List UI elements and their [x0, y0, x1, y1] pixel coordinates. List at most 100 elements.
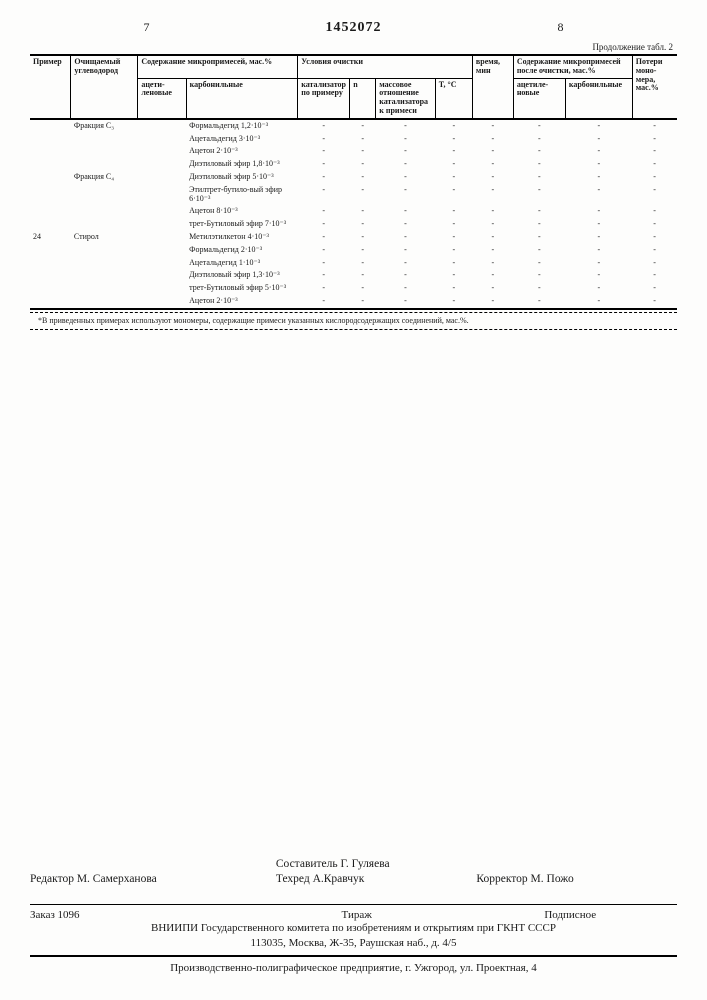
table-cell: Диэтиловый эфир 5·10⁻³	[186, 171, 298, 184]
table-cell: -	[350, 231, 376, 244]
col-temp: T, °C	[435, 78, 472, 119]
compiler: Составитель Г. Гуляева	[276, 857, 477, 873]
table-cell: -	[435, 171, 472, 184]
table-cell: -	[376, 119, 435, 133]
col-hydrocarbon: Очищаемый углеводород	[71, 55, 138, 119]
table-row: Ацетон 8·10⁻³--------	[30, 205, 677, 218]
col-acetylene-before: ацети-леновые	[138, 78, 186, 119]
table-body: Фракция C₃Формальдегид 1,2·10⁻³--------А…	[30, 119, 677, 309]
table-cell	[138, 282, 186, 295]
table-cell: -	[472, 282, 513, 295]
table-cell	[30, 295, 71, 309]
table-cell: -	[298, 218, 350, 231]
table-cell	[30, 145, 71, 158]
table-cell: Диэтиловый эфир 1,8·10⁻³	[186, 158, 298, 171]
techred: Техред А.Кравчук	[276, 872, 477, 888]
table-cell	[71, 133, 138, 146]
page-number-left: 7	[30, 20, 263, 35]
table-cell	[30, 257, 71, 270]
table-cell: Ацетон 2·10⁻³	[186, 295, 298, 309]
table-cell: -	[472, 158, 513, 171]
table-cell: -	[565, 218, 632, 231]
tirage: Тираж	[250, 909, 464, 921]
table-cell	[71, 184, 138, 206]
table-cell	[30, 184, 71, 206]
table-cell	[138, 158, 186, 171]
institution-line2: 113035, Москва, Ж-35, Раушская наб., д. …	[30, 936, 677, 951]
table-cell: -	[376, 133, 435, 146]
table-cell: -	[298, 205, 350, 218]
table-cell: -	[350, 295, 376, 309]
table-cell: -	[298, 269, 350, 282]
table-cell: -	[350, 171, 376, 184]
table-cell	[30, 158, 71, 171]
table-cell: -	[513, 119, 565, 133]
table-cell	[138, 269, 186, 282]
table-cell	[71, 269, 138, 282]
table-cell: -	[298, 133, 350, 146]
data-table: Пример Очищаемый углеводород Содержание …	[30, 54, 677, 310]
col-catalyst: катализатор по примеру	[298, 78, 350, 119]
table-cell: -	[376, 218, 435, 231]
table-cell: -	[376, 145, 435, 158]
table-cell: -	[298, 244, 350, 257]
table-cell: -	[565, 244, 632, 257]
table-row: трет-Бутиловый эфир 5·10⁻³--------	[30, 282, 677, 295]
table-cell	[71, 218, 138, 231]
table-cell: Ацетальдегид 1·10⁻³	[186, 257, 298, 270]
col-carbonyl-before: карбонильные	[186, 78, 298, 119]
table-cell: -	[632, 244, 677, 257]
table-cell: -	[513, 171, 565, 184]
table-cell	[30, 133, 71, 146]
table-row: Фракция C₃Формальдегид 1,2·10⁻³--------	[30, 119, 677, 133]
table-row: Диэтиловый эфир 1,3·10⁻³--------	[30, 269, 677, 282]
table-cell	[138, 231, 186, 244]
table-cell: -	[513, 269, 565, 282]
table-cell: -	[513, 158, 565, 171]
table-cell: -	[435, 133, 472, 146]
table-cell: -	[632, 119, 677, 133]
table-cell: -	[376, 295, 435, 309]
table-cell: -	[565, 158, 632, 171]
table-cell: -	[298, 119, 350, 133]
table-cell: -	[472, 269, 513, 282]
table-cell: -	[350, 257, 376, 270]
table-cell: -	[350, 282, 376, 295]
col-time: время, мин	[472, 55, 513, 119]
table-row: Ацетальдегид 1·10⁻³--------	[30, 257, 677, 270]
table-cell	[71, 158, 138, 171]
table-cell: -	[350, 218, 376, 231]
table-cell: -	[632, 158, 677, 171]
table-cell: -	[472, 218, 513, 231]
table-cell	[138, 119, 186, 133]
table-cell: -	[298, 282, 350, 295]
table-cell: -	[298, 145, 350, 158]
table-cell: -	[565, 145, 632, 158]
table-cell: -	[376, 184, 435, 206]
table-cell: -	[298, 257, 350, 270]
table-cell: -	[513, 133, 565, 146]
table-cell: -	[472, 184, 513, 206]
table-cell: -	[513, 231, 565, 244]
table-cell: 24	[30, 231, 71, 244]
table-row: Ацетон 2·10⁻³--------	[30, 295, 677, 309]
table-cell: -	[435, 244, 472, 257]
col-acetylene-after: ацетиле-новые	[513, 78, 565, 119]
table-cell	[138, 133, 186, 146]
table-cell	[71, 257, 138, 270]
table-cell: -	[565, 257, 632, 270]
table-cell: -	[513, 218, 565, 231]
table-cell: Стирол	[71, 231, 138, 244]
table-cell	[138, 244, 186, 257]
table-cell	[138, 295, 186, 309]
table-cell	[138, 218, 186, 231]
col-example: Пример	[30, 55, 71, 119]
table-cell	[30, 269, 71, 282]
colgroup-impurities-before: Содержание микропримесей, мас.%	[138, 55, 298, 78]
table-cell: Ацетальдегид 3·10⁻³	[186, 133, 298, 146]
corrector: Корректор М. Пожо	[476, 872, 677, 888]
table-cell: -	[632, 205, 677, 218]
table-cell: -	[350, 184, 376, 206]
institution-line1: ВНИИПИ Государственного комитета по изоб…	[30, 921, 677, 936]
table-cell: -	[435, 205, 472, 218]
